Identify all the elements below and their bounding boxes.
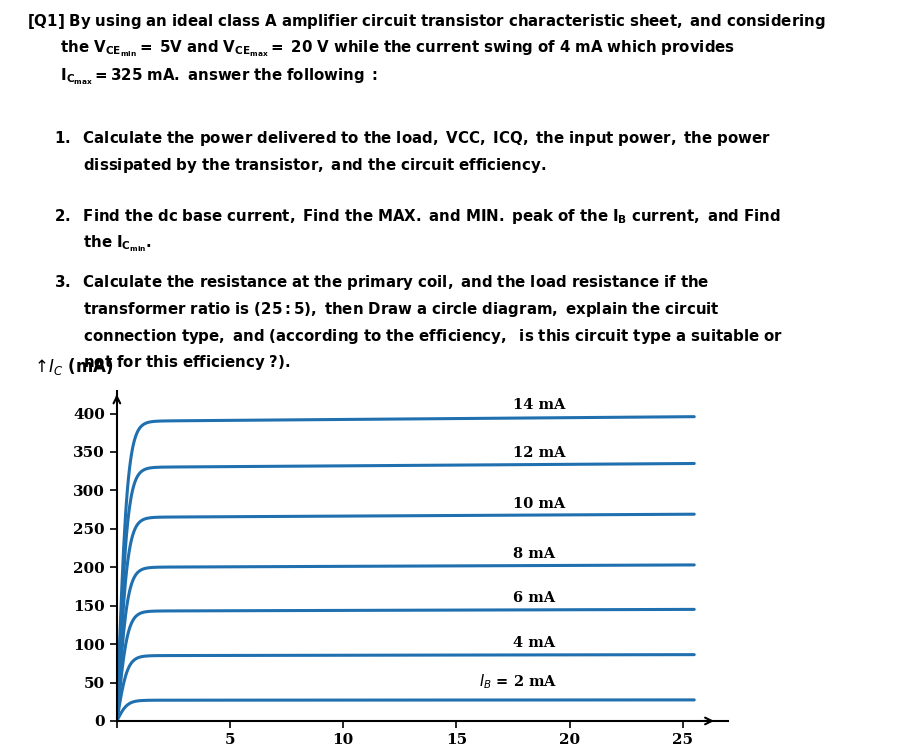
Text: $I_B$ = 2 mA: $I_B$ = 2 mA (479, 672, 557, 691)
Text: $\mathbf{3.\ \ Calculate\ the\ resistance\ at\ the\ primary\ coil,\ and\ the\ lo: $\mathbf{3.\ \ Calculate\ the\ resistanc… (54, 273, 783, 372)
Text: $\mathbf{1.\ \ Calculate\ the\ power\ delivered\ to\ the\ load,\ VCC,\ ICQ,\ the: $\mathbf{1.\ \ Calculate\ the\ power\ de… (54, 129, 771, 174)
Text: 6 mA: 6 mA (513, 591, 556, 605)
Text: 14 mA: 14 mA (513, 398, 565, 412)
Text: 12 mA: 12 mA (513, 446, 565, 460)
Text: $\uparrow\! I_C\ \mathbf{(mA)}$: $\uparrow\! I_C\ \mathbf{(mA)}$ (31, 356, 114, 377)
Text: 4 mA: 4 mA (513, 636, 556, 650)
Text: 8 mA: 8 mA (513, 547, 556, 561)
Text: $\mathbf{2.\ \ Find\ the\ dc\ base\ current,\ Find\ the\ MAX.\ and\ MIN.\ peak\ : $\mathbf{2.\ \ Find\ the\ dc\ base\ curr… (54, 207, 781, 255)
Text: 10 mA: 10 mA (513, 496, 565, 511)
Text: $\mathbf{[Q1]}$ $\mathbf{By\ using\ an\ ideal\ class\ A\ amplifier\ circuit\ tra: $\mathbf{[Q1]}$ $\mathbf{By\ using\ an\ … (27, 12, 825, 87)
